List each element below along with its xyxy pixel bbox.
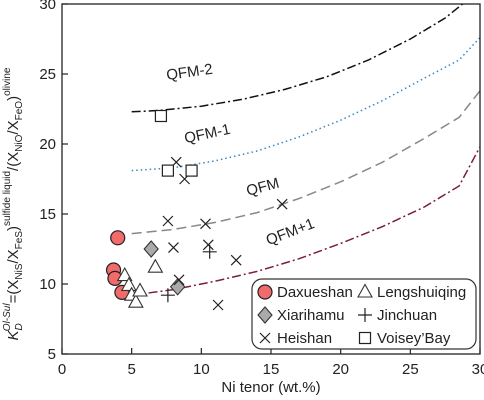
curve-QFM+1 — [131, 146, 480, 296]
point-voiseybay — [154, 109, 168, 123]
y-nio: NiO — [14, 134, 25, 151]
y-tick-label: 20 — [39, 136, 56, 153]
point-heishan — [162, 215, 174, 227]
legend-label: Jinchuan — [377, 307, 437, 324]
legend-label: Xiarihamu — [277, 307, 345, 324]
y-slash1: /X — [5, 249, 22, 263]
x-tick-label: 15 — [263, 361, 280, 378]
point-daxueshan — [110, 230, 126, 246]
point-jinchuan — [202, 244, 217, 259]
curve-QFM-1 — [131, 37, 480, 172]
x-tick-label: 20 — [332, 361, 349, 378]
y-close1: ) — [5, 226, 22, 231]
x-tick-label: 30 — [472, 361, 484, 378]
legend-marker — [358, 308, 372, 322]
y-olivine: olivine — [2, 67, 13, 96]
curve-QFM — [131, 90, 480, 235]
point-lengshuiqing — [127, 293, 144, 308]
y-tick-label: 5 — [48, 346, 56, 363]
y-slash2: /X — [5, 120, 22, 134]
point-lengshuiqing — [120, 276, 137, 291]
legend-marker — [257, 306, 273, 324]
y-close2: ) — [5, 96, 22, 101]
point-xiarihamu — [143, 240, 159, 258]
legend-label: Daxueshan — [277, 284, 353, 301]
axis-ticks — [61, 3, 481, 355]
x-tick-label: 25 — [402, 361, 419, 378]
y-fes: FeS — [14, 231, 25, 250]
point-heishan — [200, 218, 211, 230]
curve-label: QFM+1 — [264, 215, 317, 249]
y-k: K — [5, 329, 22, 340]
point-lengshuiqing — [132, 282, 148, 297]
legend-label: Lengshuiqing — [377, 284, 466, 301]
point-voiseybay — [185, 164, 198, 177]
point-heishan — [230, 254, 242, 266]
legend-marker — [357, 283, 373, 298]
y-tick-label: 25 — [39, 66, 56, 83]
point-jinchuan — [160, 288, 175, 303]
data-points — [105, 109, 288, 311]
y-mid: /(X — [5, 152, 22, 171]
y-tick-label: 15 — [39, 206, 56, 223]
legend-marker — [259, 332, 271, 344]
curve-label: QFM — [245, 175, 282, 200]
x-tick-label: 0 — [58, 361, 66, 378]
y-feo: FeO — [14, 101, 25, 121]
curve-label: QFM-2 — [165, 61, 214, 84]
point-lengshuiqing — [116, 266, 133, 282]
legend-box — [251, 278, 477, 350]
y-k-sub: D — [14, 323, 25, 330]
x-tick-label: 5 — [127, 361, 135, 378]
tick-labels: 05101520253051015202530 — [39, 0, 484, 378]
point-lengshuiqing — [147, 258, 164, 273]
y-eq: =(X — [5, 280, 22, 304]
curve-QFM-2 — [131, 4, 464, 113]
legend-label: Heishan — [277, 330, 332, 347]
y-k-sup: Ol-Sul — [2, 303, 13, 332]
legend: Daxueshan Lengshuiqing Xiarihamu Jinchuan He… — [251, 278, 477, 350]
curve-label: QFM-1 — [183, 121, 232, 147]
y-sulfide: sulfide liquid — [2, 171, 13, 226]
point-heishan — [212, 299, 224, 311]
legend-marker — [257, 284, 273, 300]
point-voiseybay — [161, 164, 174, 177]
legend-marker — [358, 331, 372, 345]
x-axis-title: Ni tenor (wt.%) — [221, 379, 320, 396]
legend-label: Voisey’Bay — [377, 330, 451, 347]
point-xiarihamu — [169, 277, 186, 296]
y-axis-title: KDOl-Sul=(XNiS/XFeS)sulfide liquid/(XNiO… — [2, 67, 25, 340]
curves: QFM-2 QFM-1 QFM QFM+1 — [131, 4, 480, 296]
y-nis: NiS — [14, 263, 25, 279]
point-heishan — [276, 198, 288, 210]
y-tick-label: 30 — [39, 0, 56, 13]
point-heishan — [202, 239, 214, 251]
x-tick-label: 10 — [193, 361, 210, 378]
point-heishan — [173, 274, 185, 286]
y-tick-label: 10 — [39, 276, 56, 293]
point-heishan — [168, 242, 179, 254]
